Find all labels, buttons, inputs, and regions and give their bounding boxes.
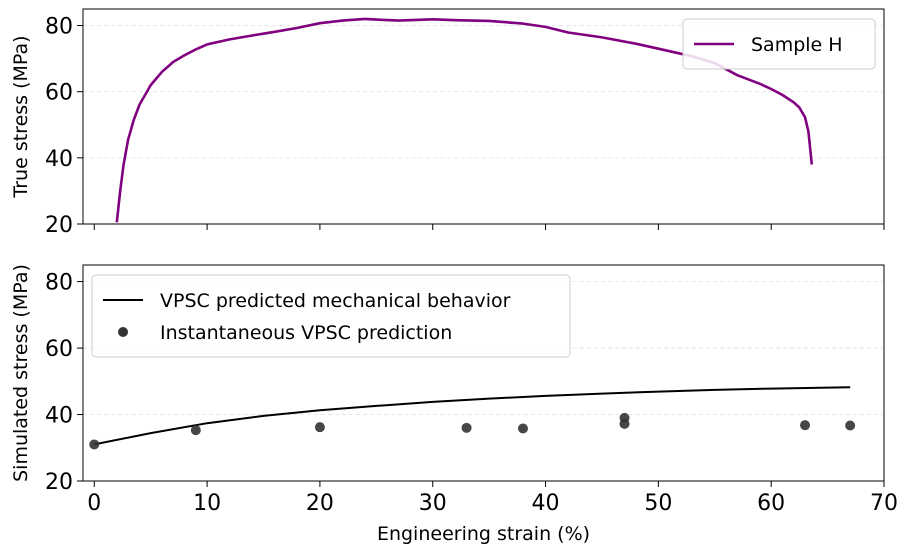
legend-box	[682, 18, 876, 70]
x-tick-label: 10	[193, 491, 221, 516]
chart-panel-1: 20 40 60 80 True stress (MPa) Sample H	[10, 8, 885, 238]
y-tick-label: 20	[45, 213, 73, 238]
scatter-point	[517, 423, 528, 434]
legend-label-1: Sample H	[751, 34, 843, 56]
scatter-point	[190, 425, 201, 436]
x-tick-label: 0	[87, 491, 101, 516]
series-line-1	[115, 17, 814, 223]
axes-frame	[82, 8, 885, 225]
x-axis-label: Engineering strain (%)	[377, 523, 590, 545]
y-tick-label: 60	[45, 81, 73, 106]
scatter-point	[619, 418, 630, 429]
legend-marker-2	[118, 327, 128, 337]
y-axis-label: Simulated stress (MPa)	[10, 264, 32, 482]
y-tick-label: 40	[45, 147, 73, 172]
chart-panel-2: 20 40 60 80 0 10 20 30 40 50 60 70 Simulated stress …	[10, 264, 898, 545]
scatter-point	[845, 420, 856, 431]
y-tick-label: 40	[45, 404, 73, 429]
legend: Sample H	[682, 18, 876, 70]
scatter-point	[800, 420, 811, 431]
x-tick-label: 40	[532, 491, 560, 516]
y-tick-label: 20	[45, 470, 73, 495]
x-tick-label: 60	[757, 491, 785, 516]
y-tick-label: 80	[45, 15, 73, 40]
legend-label-1: VPSC predicted mechanical behavior	[160, 290, 511, 312]
y-tick-label: 60	[45, 337, 73, 362]
x-tick-label: 30	[419, 491, 447, 516]
scatter-point	[461, 422, 472, 433]
x-tick-label: 70	[870, 491, 898, 516]
x-tick-label: 20	[306, 491, 334, 516]
series-line-1	[94, 386, 851, 446]
y-axis-label: True stress (MPa)	[10, 35, 32, 198]
scatter-point	[314, 422, 325, 433]
axes-frame	[82, 264, 885, 482]
legend: VPSC predicted mechanical behavior Instan…	[91, 274, 571, 358]
legend-label-2: Instantaneous VPSC prediction	[160, 322, 452, 344]
legend-box	[91, 274, 571, 358]
x-tick-label: 50	[644, 491, 672, 516]
y-tick-label: 80	[45, 271, 73, 296]
scatter-point	[89, 439, 100, 450]
